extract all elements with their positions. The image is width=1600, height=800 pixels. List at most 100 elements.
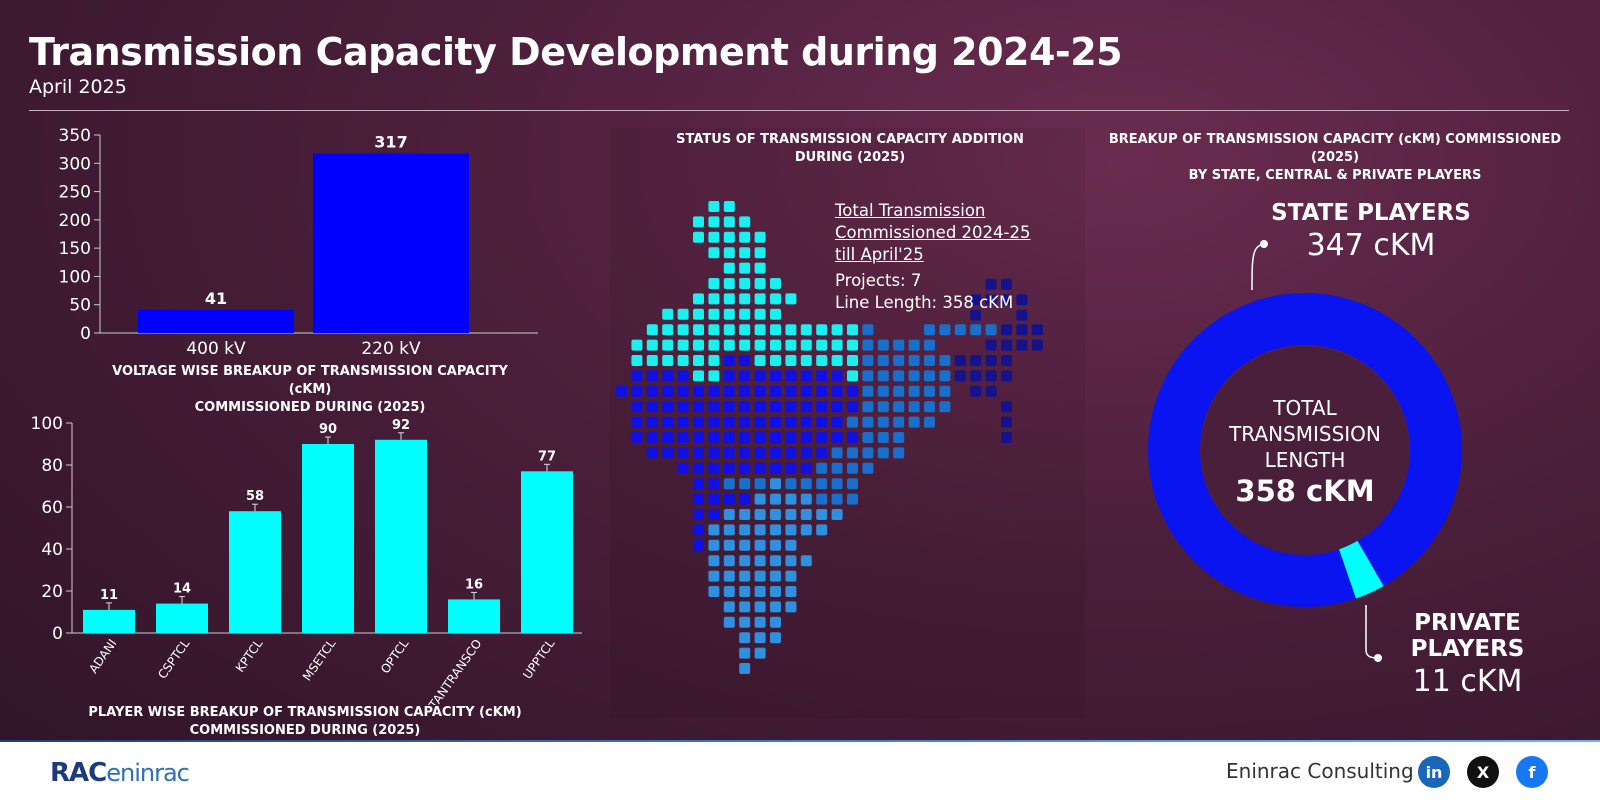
private-leader-dot — [1374, 654, 1382, 662]
map-tile — [723, 570, 735, 582]
map-tile — [662, 416, 674, 428]
player-caption-line2: COMMISSIONED DURING (2025) — [189, 723, 421, 738]
map-tile — [770, 478, 781, 490]
map-tile — [754, 493, 766, 505]
state-players-label: STATE PLAYERS — [1271, 200, 1471, 226]
map-tile — [754, 278, 766, 289]
map-tile — [693, 355, 704, 366]
donut-hole — [1201, 346, 1409, 554]
donut-title-line2: BY STATE, CENTRAL & PRIVATE PLAYERS — [1188, 168, 1482, 183]
player-bar — [83, 609, 135, 633]
map-tile — [723, 385, 735, 397]
donut-segment-private — [1339, 540, 1384, 599]
map-tile — [708, 462, 720, 474]
map-tile — [739, 647, 751, 659]
map-tile — [770, 370, 781, 382]
map-tile — [924, 385, 935, 397]
players-donut-chart — [1148, 292, 1462, 607]
map-tile — [831, 432, 843, 443]
map-tile — [708, 401, 720, 413]
map-tile — [739, 524, 751, 536]
voltage-chart-caption: VOLTAGE WISE BREAKUP OF TRANSMISSION CAP… — [90, 363, 530, 417]
facebook-icon[interactable]: f — [1516, 756, 1548, 788]
map-tile — [970, 385, 982, 397]
player-data-label: 58 — [246, 489, 264, 504]
player-bar — [302, 444, 354, 633]
map-tile — [754, 539, 766, 551]
map-tile — [1001, 401, 1012, 413]
map-projects: Projects: 7 — [835, 271, 922, 290]
map-tile — [662, 385, 674, 397]
map-tile — [847, 447, 858, 459]
linkedin-icon[interactable]: in — [1418, 756, 1450, 788]
map-tile — [739, 601, 751, 613]
map-tile — [800, 462, 812, 474]
map-tile — [862, 324, 874, 336]
map-tile — [800, 355, 812, 366]
map-tile — [877, 401, 889, 413]
voltage-y-tick-label: 150 — [59, 239, 91, 259]
private-players-callout: PRIVATE PLAYERS 11 cKM — [1360, 610, 1575, 699]
map-tile — [723, 324, 735, 336]
map-tile — [708, 539, 720, 551]
map-tile — [939, 370, 951, 382]
map-tile — [785, 355, 797, 366]
map-tile — [693, 432, 704, 443]
map-tile — [893, 370, 905, 382]
map-tile — [662, 308, 674, 320]
map-tile — [908, 339, 920, 351]
map-tile — [723, 524, 735, 536]
map-tile — [631, 385, 643, 397]
map-tile — [739, 447, 751, 459]
map-tile — [708, 570, 720, 582]
map-tile — [785, 401, 797, 413]
map-tile — [800, 324, 812, 336]
map-tile — [693, 216, 704, 228]
player-bar — [448, 599, 500, 633]
map-tile — [631, 355, 643, 366]
voltage-x-tick-label: 220 kV — [361, 339, 421, 359]
map-tile — [770, 278, 781, 289]
map-tile — [908, 370, 920, 382]
map-tile — [877, 339, 889, 351]
map-tile — [723, 462, 735, 474]
map-tile — [1001, 416, 1012, 428]
map-tile — [754, 416, 766, 428]
x-icon[interactable]: X — [1467, 756, 1499, 788]
map-tile — [924, 401, 935, 413]
map-tile — [862, 355, 874, 366]
map-tile — [862, 370, 874, 382]
map-tile — [646, 324, 658, 336]
footer: RACeninrac Eninrac Consulting in X f — [0, 742, 1600, 800]
map-tile — [847, 324, 858, 336]
map-tile — [739, 632, 751, 644]
map-tile — [739, 416, 751, 428]
map-tile — [770, 324, 781, 336]
map-tile — [924, 355, 935, 366]
voltage-bar-chart: 0 50 100 150 200 250 300 350 41 400 kV 317 220 kV — [59, 126, 538, 359]
map-tile — [1001, 294, 1012, 306]
map-tile — [754, 385, 766, 397]
map-tile — [877, 447, 889, 459]
map-tile — [662, 401, 674, 413]
map-tile — [785, 447, 797, 459]
voltage-y-tick-label: 350 — [59, 126, 91, 146]
map-tile — [816, 509, 828, 520]
map-tile — [708, 201, 720, 212]
map-tile — [800, 416, 812, 428]
map-tile — [816, 524, 828, 536]
map-tile — [985, 278, 997, 290]
map-tile — [831, 416, 843, 428]
map-tile — [816, 432, 828, 443]
donut-center-value: 358 cKM — [1235, 474, 1375, 508]
map-tile — [708, 231, 720, 243]
map-tile — [893, 385, 905, 397]
private-players-value: 11 cKM — [1412, 664, 1523, 699]
map-tile — [770, 385, 781, 397]
map-tile — [770, 447, 781, 459]
map-tile — [708, 339, 720, 351]
map-tile — [770, 539, 781, 551]
page-title: Transmission Capacity Development during… — [29, 30, 1123, 74]
map-tile — [723, 601, 735, 613]
map-tile — [816, 324, 828, 336]
